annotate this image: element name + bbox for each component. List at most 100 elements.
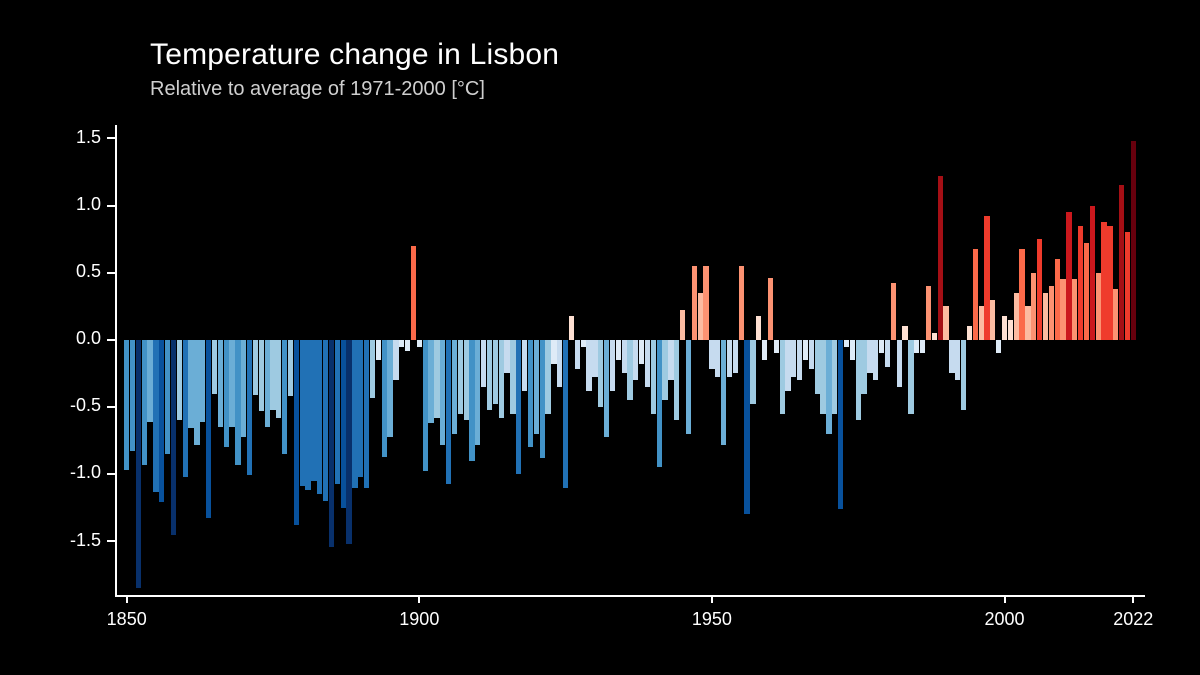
- y-tick-label: -1.0: [70, 462, 101, 483]
- bar-1992: [955, 340, 960, 380]
- bar-1961: [774, 340, 779, 353]
- bar-1903: [434, 340, 439, 418]
- bar-1866: [218, 340, 223, 427]
- bar-1904: [440, 340, 445, 445]
- bar-1885: [329, 340, 334, 547]
- bar-1855: [153, 340, 158, 492]
- bar-2022: [1131, 141, 1136, 340]
- chart-subtitle: Relative to average of 1971-2000 [°C]: [150, 78, 485, 101]
- bar-1906: [452, 340, 457, 434]
- bar-1962: [780, 340, 785, 414]
- bar-1882: [311, 340, 316, 481]
- bar-1941: [657, 340, 662, 468]
- bar-1926: [569, 316, 574, 340]
- bar-1854: [147, 340, 152, 422]
- bar-1913: [493, 340, 498, 404]
- bar-1945: [680, 310, 685, 340]
- bar-1930: [592, 340, 597, 378]
- bar-1985: [914, 340, 919, 353]
- bar-1856: [159, 340, 164, 502]
- y-axis-line: [115, 125, 117, 595]
- bar-1859: [177, 340, 182, 421]
- y-tick-label: -1.5: [70, 530, 101, 551]
- bar-1958: [756, 316, 761, 340]
- bar-1870: [241, 340, 246, 437]
- bar-1947: [692, 266, 697, 340]
- bar-1933: [610, 340, 615, 391]
- bar-1899: [411, 246, 416, 340]
- bar-1996: [979, 306, 984, 340]
- bar-1981: [891, 283, 896, 339]
- bar-1869: [235, 340, 240, 465]
- bar-1877: [282, 340, 287, 454]
- bar-1955: [739, 266, 744, 340]
- bar-1988: [932, 333, 937, 340]
- bar-2006: [1037, 239, 1042, 340]
- bar-1951: [715, 340, 720, 378]
- bar-1874: [265, 340, 270, 427]
- bar-1864: [206, 340, 211, 519]
- bar-1887: [341, 340, 346, 508]
- bar-1946: [686, 340, 691, 434]
- bar-1999: [996, 340, 1001, 353]
- bar-1995: [973, 249, 978, 340]
- bar-2004: [1025, 306, 1030, 340]
- bar-2021: [1125, 232, 1130, 339]
- plot-area: [115, 125, 1145, 595]
- bar-1907: [458, 340, 463, 414]
- bar-1928: [581, 340, 586, 347]
- bar-2015: [1090, 206, 1095, 340]
- bar-1922: [545, 340, 550, 414]
- bar-1969: [820, 340, 825, 414]
- bar-1895: [387, 340, 392, 437]
- bar-1868: [229, 340, 234, 427]
- bar-1979: [879, 340, 884, 353]
- bar-1911: [481, 340, 486, 387]
- bar-1990: [943, 306, 948, 340]
- bar-1853: [142, 340, 147, 465]
- bar-1931: [598, 340, 603, 407]
- bar-1980: [885, 340, 890, 367]
- y-tick-label: 0.5: [76, 261, 101, 282]
- bar-1916: [510, 340, 515, 414]
- bar-2008: [1049, 286, 1054, 340]
- y-tick-label: 1.0: [76, 194, 101, 215]
- y-tick: [107, 272, 115, 274]
- bar-1983: [902, 326, 907, 339]
- bar-1875: [270, 340, 275, 410]
- bar-1970: [826, 340, 831, 434]
- bar-1935: [622, 340, 627, 374]
- bar-1880: [300, 340, 305, 486]
- y-tick: [107, 406, 115, 408]
- bar-1997: [984, 216, 989, 340]
- x-tick: [126, 595, 128, 603]
- bar-1989: [938, 176, 943, 340]
- bar-1917: [516, 340, 521, 474]
- bar-1964: [791, 340, 796, 378]
- bar-2009: [1055, 259, 1060, 340]
- bar-1949: [703, 266, 708, 340]
- x-tick: [418, 595, 420, 603]
- x-tick-label: 1950: [672, 609, 752, 630]
- bar-1963: [785, 340, 790, 391]
- bar-1966: [803, 340, 808, 360]
- x-tick-label: 2000: [965, 609, 1045, 630]
- bar-2007: [1043, 293, 1048, 340]
- x-tick: [711, 595, 713, 603]
- bar-1890: [358, 340, 363, 477]
- bar-1912: [487, 340, 492, 410]
- bar-1925: [563, 340, 568, 488]
- bar-1987: [926, 286, 931, 340]
- bar-1851: [130, 340, 135, 451]
- bar-1872: [253, 340, 258, 395]
- bar-2020: [1119, 185, 1124, 339]
- bar-1860: [183, 340, 188, 477]
- bar-1938: [639, 340, 644, 364]
- bar-1954: [733, 340, 738, 374]
- bar-1976: [861, 340, 866, 394]
- bar-1974: [850, 340, 855, 360]
- bar-1902: [428, 340, 433, 423]
- bar-1857: [165, 340, 170, 454]
- bar-1889: [352, 340, 357, 488]
- bar-1886: [335, 340, 340, 484]
